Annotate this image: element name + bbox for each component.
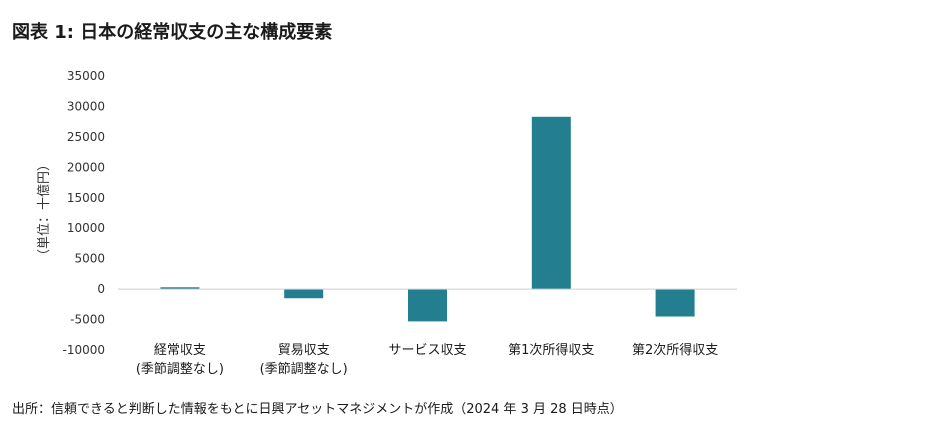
- y-tick-label: 15000: [67, 191, 105, 205]
- category-label: (季節調整なし): [136, 362, 224, 377]
- y-tick-label: 25000: [67, 130, 105, 144]
- y-tick-label: 35000: [67, 69, 105, 83]
- source-note: 出所：信頼できると判断した情報をもとに日興アセットマネジメントが作成（2024 …: [12, 402, 623, 417]
- bar: [531, 116, 571, 290]
- y-tick-label: 10000: [67, 221, 105, 235]
- bar: [160, 287, 200, 290]
- bar: [284, 289, 324, 299]
- category-label: 経常収支: [154, 343, 206, 358]
- y-tick-label: 0: [97, 282, 105, 296]
- category-label: 第1次所得収支: [508, 342, 594, 358]
- category-label: 貿易収支: [278, 343, 330, 358]
- bar: [655, 289, 695, 317]
- y-tick-label: 20000: [67, 160, 105, 174]
- y-axis-label: （単位：十億円）: [36, 158, 52, 262]
- y-tick-label: 5000: [74, 252, 105, 266]
- y-tick-label: -10000: [62, 343, 105, 357]
- y-tick-label: -5000: [70, 313, 105, 327]
- chart-title: 図表 1: 日本の経常収支の主な構成要素: [12, 22, 333, 43]
- category-label: 第2次所得収支: [632, 342, 718, 358]
- category-label: (季節調整なし): [260, 362, 348, 377]
- category-label: サービス収支: [388, 343, 466, 358]
- bar: [408, 289, 447, 322]
- y-tick-label: 30000: [67, 99, 105, 113]
